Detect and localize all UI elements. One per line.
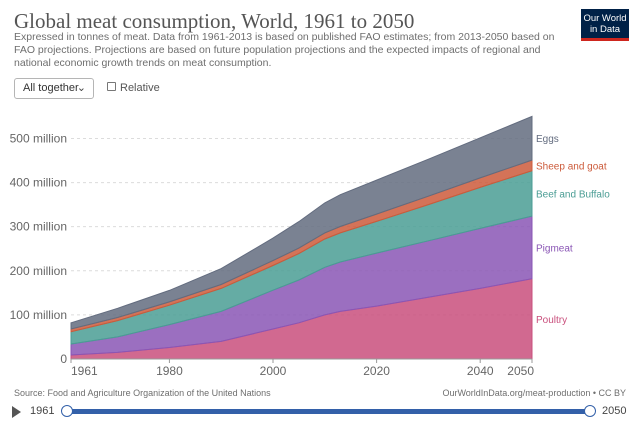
license-link[interactable]: OurWorldInData.org/meat-production • CC …	[442, 388, 626, 398]
y-tick-label: 100 million	[10, 308, 67, 322]
legend-label: Pigmeat	[536, 243, 573, 254]
y-tick-label: 500 million	[10, 131, 67, 145]
checkbox-icon	[107, 82, 116, 91]
x-tick-label: 1980	[156, 364, 183, 378]
legend-label: Beef and Buffalo	[536, 189, 610, 200]
stack-mode-select[interactable]: All together ⌄	[14, 78, 94, 99]
chart-title: Global meat consumption, World, 1961 to …	[14, 9, 415, 33]
timeline-end-handle[interactable]	[584, 405, 596, 417]
timeline-track[interactable]	[66, 409, 590, 414]
source-note[interactable]: Source: Food and Agriculture Organizatio…	[14, 388, 271, 398]
owid-logo[interactable]: Our World in Data	[581, 9, 629, 41]
play-icon[interactable]	[12, 406, 21, 418]
chevron-down-icon: ⌄	[76, 82, 86, 94]
x-tick-label: 2040	[467, 364, 494, 378]
y-tick-label: 400 million	[10, 176, 67, 190]
x-tick-label: 2050	[507, 364, 534, 378]
relative-toggle[interactable]: Relative	[107, 82, 160, 94]
stack-mode-label: All together	[23, 82, 79, 94]
legend-label: Poultry	[536, 315, 567, 326]
area-eggs	[70, 115, 533, 330]
x-tick-label: 2020	[363, 364, 390, 378]
x-tick-label: 1961	[71, 364, 98, 378]
chart-subtitle: Expressed in tonnes of meat. Data from 1…	[14, 31, 555, 69]
legend-label: Sheep and goat	[536, 161, 607, 172]
timeline: 1961 2050	[0, 402, 640, 425]
legend-label: Eggs	[536, 134, 559, 145]
timeline-start-handle[interactable]	[61, 405, 73, 417]
x-tick-label: 2000	[260, 364, 287, 378]
y-tick-label: 300 million	[10, 220, 67, 234]
logo-line-2: in Data	[589, 23, 621, 35]
timeline-end-label: 2050	[602, 405, 627, 417]
y-tick-label: 200 million	[10, 264, 67, 278]
y-tick-label: 0	[60, 352, 67, 366]
logo-line-1: Our World	[583, 13, 627, 24]
timeline-start-label: 1961	[30, 405, 55, 417]
relative-label: Relative	[120, 82, 160, 94]
stacked-area-chart: 0 100 million 200 million 300 million 400 mi…	[10, 115, 610, 378]
